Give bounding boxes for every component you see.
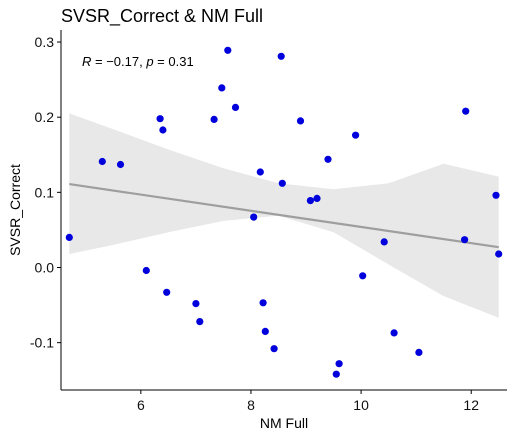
data-point (250, 213, 258, 221)
y-tick-label: 0.3 (35, 34, 55, 50)
annotation-p-symbol: p (145, 54, 153, 69)
data-point (352, 131, 360, 139)
y-tick-label: 0.2 (35, 109, 55, 125)
data-point (462, 107, 470, 115)
x-tick-label: 12 (463, 397, 479, 413)
data-point (142, 266, 150, 275)
annotation-r-symbol: R (82, 54, 91, 69)
correlation-annotation: R = −0.17, p = 0.31 (82, 54, 194, 69)
data-point (256, 168, 264, 176)
data-point (192, 300, 200, 308)
data-point (231, 103, 240, 111)
data-point (259, 299, 267, 307)
data-point (313, 194, 321, 202)
x-tick-label: 6 (137, 397, 145, 413)
x-tick-label: 8 (247, 397, 255, 413)
data-point (390, 329, 398, 337)
y-axis-ticks: -0.1 0.0 0.1 0.2 0.3 (30, 34, 61, 351)
data-point (218, 84, 226, 92)
data-point (224, 46, 232, 54)
y-axis-label: SVSR_Correct (7, 164, 23, 256)
annotation-p-value: = 0.31 (154, 54, 194, 69)
data-point (324, 155, 332, 163)
data-point (278, 179, 286, 187)
data-point (261, 327, 269, 335)
x-axis-ticks: 6 8 10 12 (137, 390, 479, 413)
data-point (306, 197, 314, 205)
data-point (461, 236, 469, 244)
data-point (492, 191, 500, 199)
data-point (65, 233, 73, 241)
data-point (277, 52, 285, 60)
data-point (98, 157, 106, 166)
x-tick-label: 10 (353, 397, 369, 413)
x-axis-label: NM Full (260, 415, 308, 431)
data-points (65, 46, 503, 378)
annotation-r-value: = −0.17, (91, 54, 146, 69)
y-tick-label: 0.0 (35, 259, 55, 275)
y-tick-label: -0.1 (30, 335, 54, 351)
data-point (332, 370, 340, 378)
data-point (116, 160, 125, 169)
data-point (159, 126, 167, 134)
data-point (196, 318, 204, 326)
plot-area (65, 46, 503, 378)
data-point (163, 288, 171, 296)
data-point (210, 115, 218, 123)
data-point (335, 360, 343, 368)
data-point (380, 238, 388, 246)
regression-line (69, 182, 499, 249)
data-point (156, 115, 164, 123)
y-tick-label: 0.1 (35, 184, 55, 200)
data-point (359, 272, 367, 280)
data-point (296, 117, 305, 125)
chart-title: SVSR_Correct & NM Full (61, 6, 263, 27)
data-point (270, 345, 278, 353)
data-point (415, 348, 423, 356)
data-point (495, 250, 503, 258)
